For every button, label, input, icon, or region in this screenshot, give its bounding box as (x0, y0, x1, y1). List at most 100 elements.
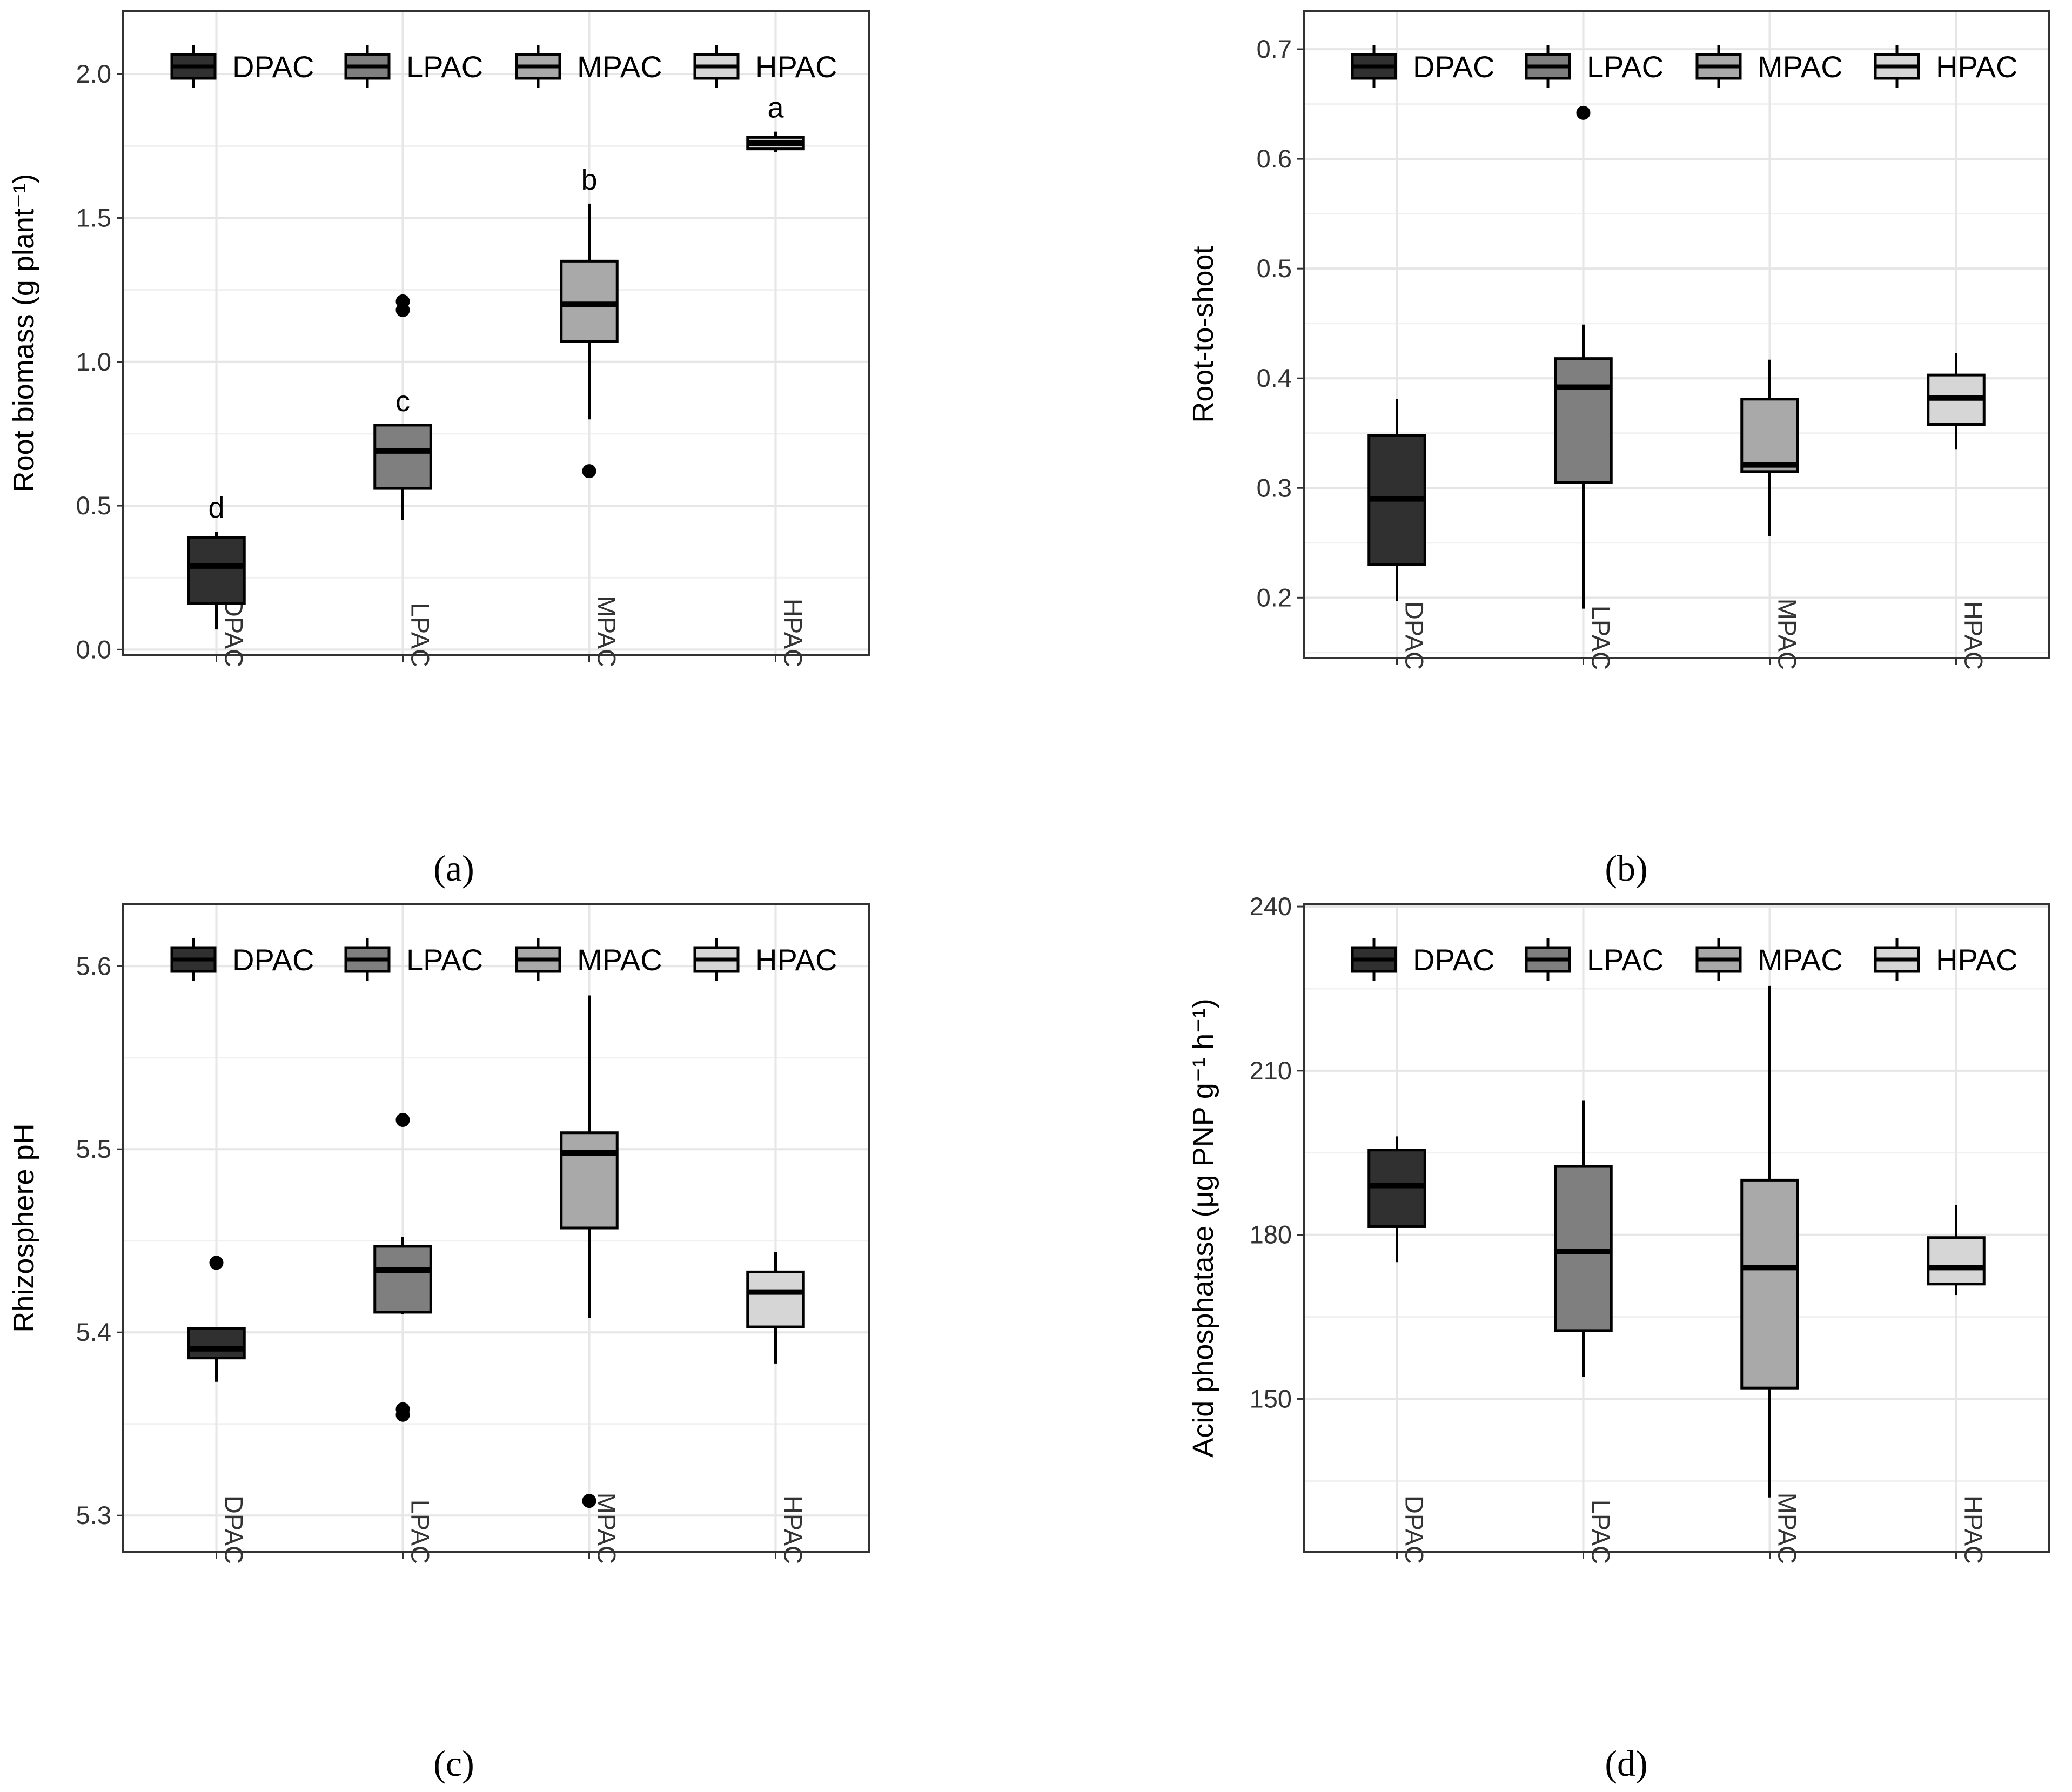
legend-item-hpac: HPAC (693, 45, 837, 88)
outlier-point (1576, 105, 1591, 120)
legend: DPAC LPAC MPAC HPAC (170, 938, 837, 981)
legend-item-dpac: DPAC (1351, 938, 1494, 981)
y-tick-label: 180 (1250, 1220, 1292, 1249)
legend-item-mpac: MPAC (515, 45, 662, 88)
iqr-box (373, 424, 432, 490)
outlier-point (209, 1256, 224, 1270)
x-category-label: DPAC (1400, 1495, 1429, 1564)
iqr-box (1927, 1236, 1986, 1286)
x-category-label: LPAC (406, 1500, 435, 1564)
legend-label: HPAC (1936, 50, 2017, 84)
legend-item-hpac: HPAC (693, 938, 837, 981)
y-tick-label: 0.7 (1257, 35, 1292, 63)
y-tick-label: 0.5 (76, 491, 111, 520)
y-tick-label: 1.0 (76, 347, 111, 376)
y-tick-label: 210 (1250, 1056, 1292, 1085)
y-tick-label: 0.3 (1257, 473, 1292, 502)
legend-label: DPAC (1413, 50, 1494, 84)
x-category-label: MPAC (1773, 599, 1802, 670)
y-axis-title: Root-to-shoot (1187, 246, 1219, 422)
box-dpac: d (187, 492, 246, 630)
legend-label: DPAC (1413, 943, 1494, 977)
panel-caption: (b) (1605, 848, 1647, 889)
y-tick-label: 5.5 (76, 1135, 111, 1163)
outlier-point (582, 464, 596, 479)
chart-panel-a: 0.0 0.5 1.0 1.5 2.0 DPAC LPAC MPAC HPAC d c b a DPAC L… (8, 10, 870, 889)
x-category-label: HPAC (779, 1495, 808, 1564)
y-tick-label: 0.2 (1257, 583, 1292, 612)
legend-label: MPAC (1758, 943, 1843, 977)
box-mpac (1740, 359, 1799, 536)
plot-frame (122, 903, 870, 1553)
legend-label: MPAC (577, 943, 662, 977)
x-category-label: HPAC (1960, 601, 1988, 670)
legend-item-lpac: LPAC (344, 938, 483, 981)
plot-area (1304, 11, 2049, 658)
x-category-label: HPAC (1960, 1495, 1988, 1564)
y-tick-label: 150 (1250, 1384, 1292, 1413)
legend-item-lpac: LPAC (344, 45, 483, 88)
iqr-box (1554, 1165, 1613, 1332)
iqr-box (560, 1131, 619, 1230)
box-mpac (560, 995, 619, 1508)
box-lpac (1554, 105, 1613, 609)
plot-frame (1303, 903, 2050, 1553)
iqr-box (560, 259, 619, 343)
x-category-label: MPAC (593, 1493, 621, 1564)
plot-area (123, 11, 869, 655)
box-dpac (1367, 399, 1426, 601)
y-tick-label: 1.5 (76, 203, 111, 232)
legend-label: HPAC (755, 943, 837, 977)
iqr-box (187, 1327, 246, 1360)
legend-item-lpac: LPAC (1525, 45, 1664, 88)
significance-letter: b (581, 164, 597, 196)
iqr-box (1554, 357, 1613, 484)
iqr-box (1740, 398, 1799, 473)
legend-item-mpac: MPAC (1695, 938, 1843, 981)
iqr-box (1367, 1149, 1426, 1228)
iqr-box (746, 1270, 805, 1328)
legend-label: LPAC (1587, 943, 1664, 977)
legend-label: DPAC (232, 50, 314, 84)
iqr-box (1740, 1178, 1799, 1390)
box-hpac (746, 1252, 805, 1364)
legend-label: LPAC (1587, 50, 1664, 84)
x-category-label: DPAC (220, 599, 249, 667)
outlier-point (395, 294, 410, 308)
chart-panel-d: 150 180 210 240 DPAC LPAC MPAC HPAC DPAC LPAC MPAC… (1187, 892, 2050, 1784)
legend-label: LPAC (406, 943, 483, 977)
box-dpac (1367, 1136, 1426, 1263)
y-axis-title: Acid phosphatase (μg PNP g⁻¹ h⁻¹) (1187, 998, 1219, 1458)
legend-item-dpac: DPAC (1351, 45, 1494, 88)
y-tick-label: 0.6 (1257, 144, 1292, 173)
legend-item-hpac: HPAC (1874, 938, 2017, 981)
y-tick-label: 5.6 (76, 951, 111, 980)
y-tick-label: 240 (1250, 892, 1292, 921)
box-mpac: b (560, 164, 619, 479)
legend: DPAC LPAC MPAC HPAC (1351, 45, 2017, 88)
box-dpac (187, 1256, 246, 1382)
outlier-point (395, 1113, 410, 1127)
y-axis-title: Root biomass (g plant⁻¹) (8, 174, 40, 493)
y-tick-label: 5.3 (76, 1501, 111, 1529)
x-category-label: LPAC (1587, 1500, 1615, 1564)
x-category-label: HPAC (779, 599, 808, 667)
y-tick-label: 2.0 (76, 59, 111, 88)
legend: DPAC LPAC MPAC HPAC (1351, 938, 2017, 981)
legend-label: HPAC (1936, 943, 2017, 977)
y-tick-label: 0.5 (1257, 254, 1292, 283)
legend-label: DPAC (232, 943, 314, 977)
box-mpac (1740, 985, 1799, 1498)
significance-letter: a (767, 92, 784, 124)
legend-item-hpac: HPAC (1874, 45, 2017, 88)
legend-label: LPAC (406, 50, 483, 84)
x-category-label: MPAC (1773, 1493, 1802, 1564)
significance-letter: d (208, 492, 224, 524)
box-hpac: a (746, 92, 805, 152)
x-category-label: DPAC (1400, 601, 1429, 670)
box-hpac (1927, 353, 1986, 450)
chart-panel-b: 0.2 0.3 0.4 0.5 0.6 0.7 DPAC LPAC MPAC HPAC DPAC LP… (1187, 10, 2050, 889)
legend-label: MPAC (577, 50, 662, 84)
y-tick-label: 5.4 (76, 1318, 111, 1346)
